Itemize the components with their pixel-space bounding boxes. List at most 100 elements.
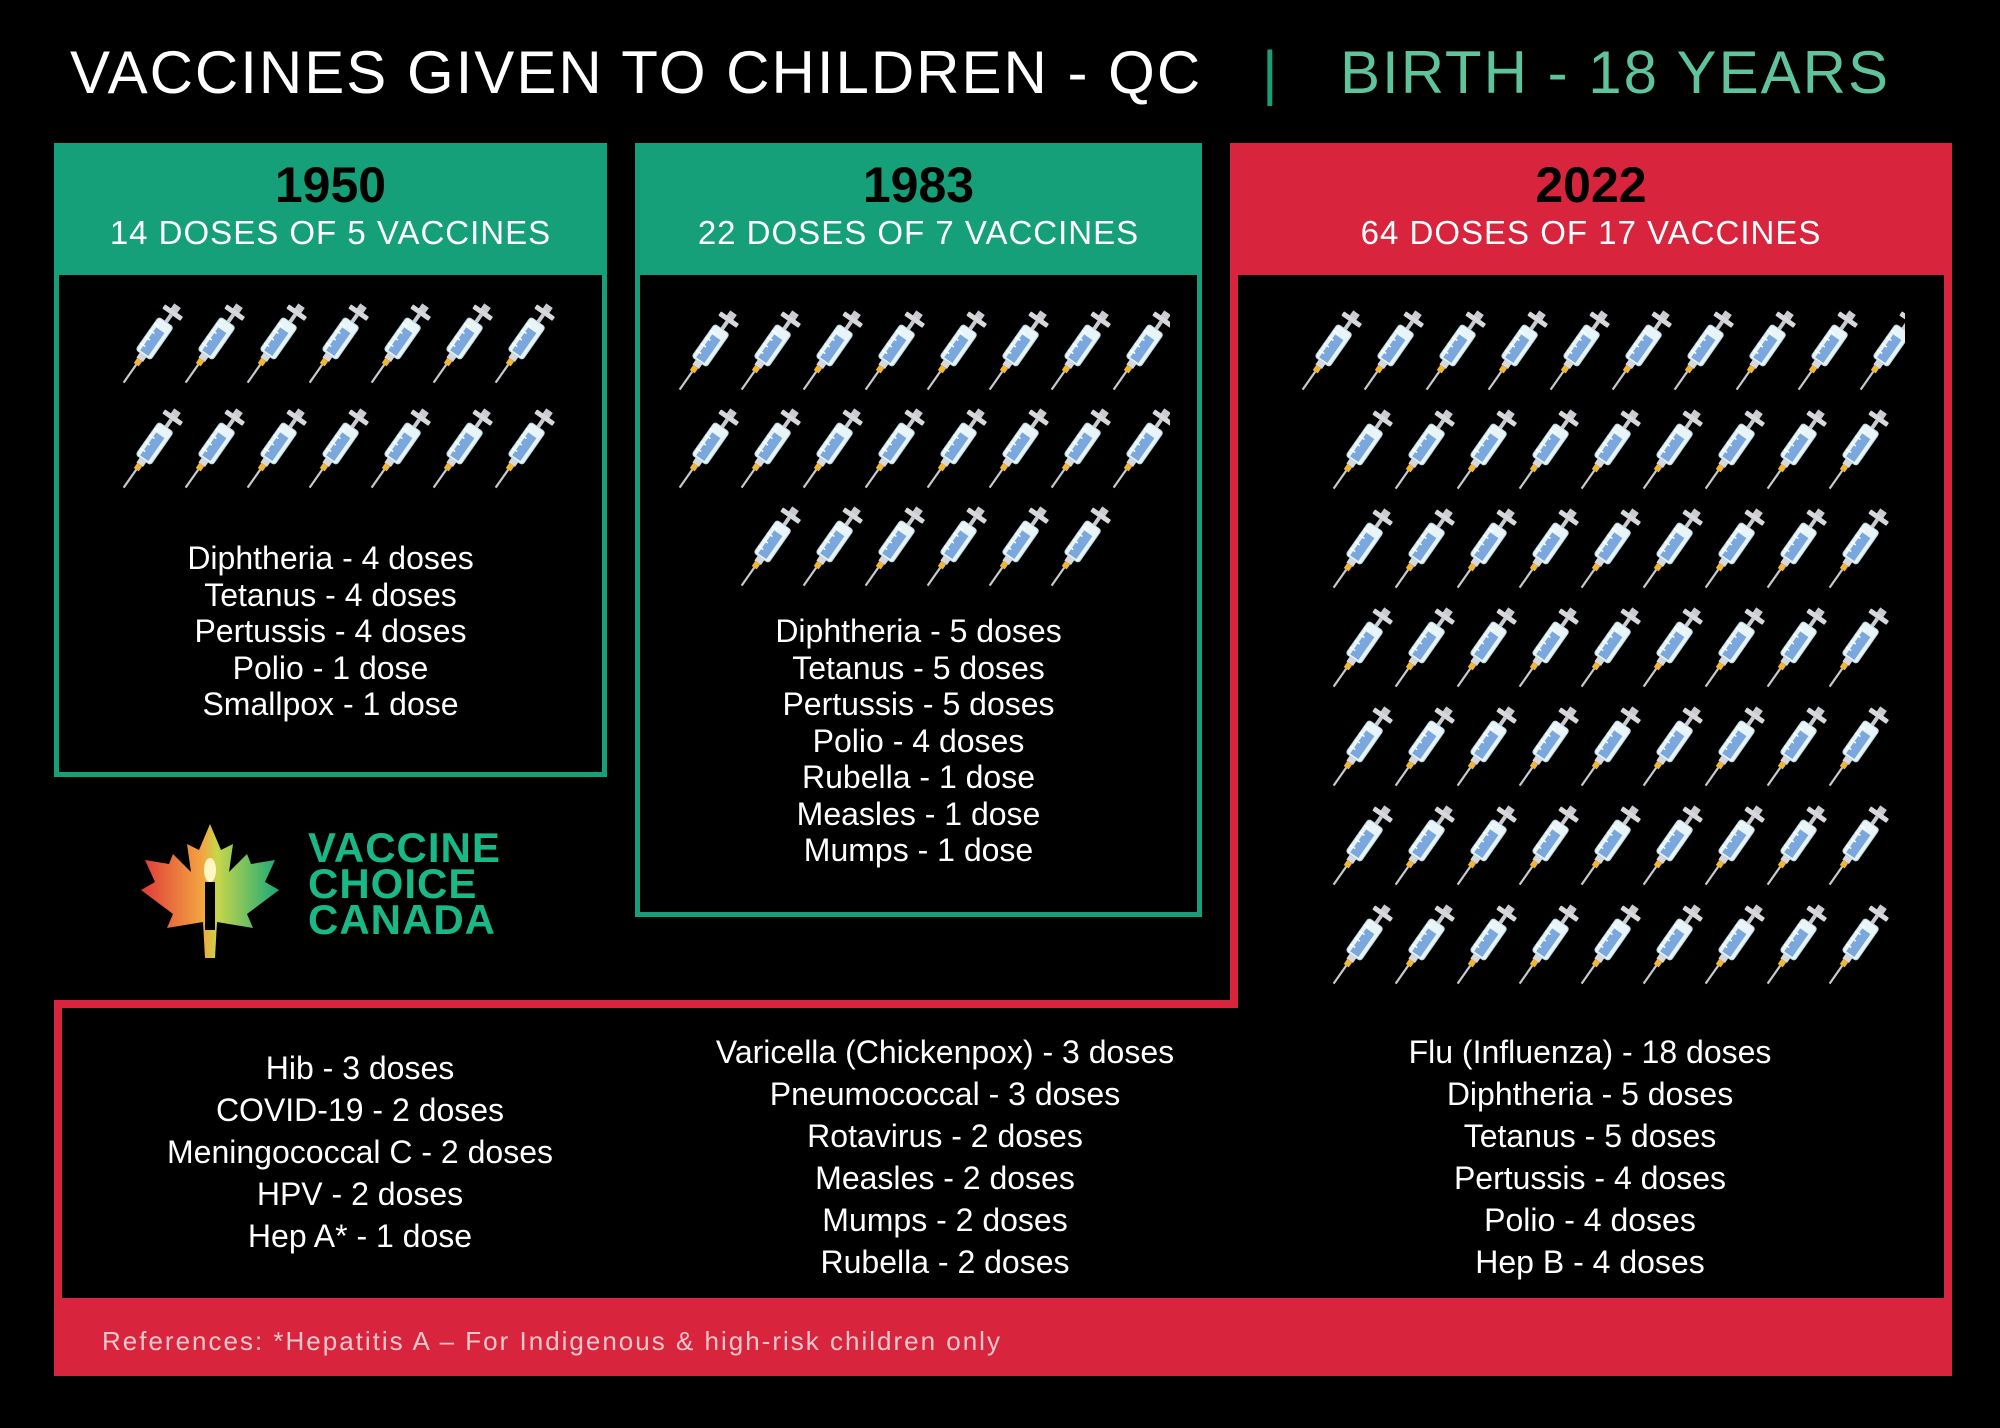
syringe-icon xyxy=(246,408,307,489)
list-item: Tetanus - 4 doses xyxy=(204,576,457,613)
syringe-icon xyxy=(432,303,493,384)
syringe-icon xyxy=(926,506,987,587)
syringe-icon xyxy=(1859,311,1905,391)
syringe-icon xyxy=(1456,805,1517,886)
syringe-icon xyxy=(1301,310,1362,391)
list-item: Rubella - 1 dose xyxy=(801,759,1036,795)
syringe-icon xyxy=(1518,409,1579,490)
syringe-icon xyxy=(1518,706,1579,787)
syringe-icon xyxy=(122,303,183,384)
logo-line: CANADA xyxy=(308,896,496,943)
panel-1983-summary: 22 DOSES OF 7 VACCINES xyxy=(697,214,1140,251)
list-item: Polio - 4 doses xyxy=(1484,1202,1696,1238)
syringe-icon xyxy=(1112,408,1170,489)
syringe-icon xyxy=(1518,805,1579,886)
list-item: Mumps - 1 dose xyxy=(803,832,1034,868)
list-item: Meningococcal C - 2 doses xyxy=(167,1134,553,1170)
syringe-icon xyxy=(678,408,739,489)
panel-2022-summary: 64 DOSES OF 17 VACCINES xyxy=(1360,214,1822,251)
panel-1950-vaccine-list: Diphtheria - 4 doses Tetanus - 4 doses P… xyxy=(54,540,607,723)
syringe-icon xyxy=(432,408,493,489)
syringe-icon xyxy=(988,408,1049,489)
footer-bar xyxy=(54,1302,1952,1376)
syringe-icon xyxy=(740,506,801,587)
list-item: Hep B - 4 doses xyxy=(1475,1244,1705,1280)
syringe-icon xyxy=(1394,904,1455,985)
syringe-icon xyxy=(1518,607,1579,688)
syringe-icon xyxy=(1332,706,1393,787)
syringe-icon xyxy=(1456,607,1517,688)
list-item: Mumps - 2 doses xyxy=(822,1202,1068,1238)
list-item: Pneumococcal - 3 doses xyxy=(769,1076,1121,1112)
list-item: Polio - 1 dose xyxy=(232,649,429,686)
syringe-icon xyxy=(1050,408,1111,489)
title-separator: | xyxy=(1262,39,1278,106)
syringe-icon xyxy=(1363,310,1424,391)
syringe-icon xyxy=(1050,310,1111,391)
panel-2022-list-col2: Varicella (Chickenpox) - 3 doses Pneumoc… xyxy=(680,1031,1210,1283)
syringe-icon xyxy=(1642,706,1703,787)
panel-2022-header: 2022 64 DOSES OF 17 VACCINES xyxy=(1230,143,1952,275)
syringe-icon xyxy=(1332,607,1393,688)
syringe-icon xyxy=(1394,607,1455,688)
syringe-icon xyxy=(1766,508,1827,589)
panel-1983-header: 1983 22 DOSES OF 7 VACCINES xyxy=(635,143,1202,275)
maple-leaf-candle-icon xyxy=(141,824,279,958)
logo-wordmark: VACCINE CHOICE CANADA xyxy=(308,827,501,943)
list-item: Tetanus - 5 doses xyxy=(1463,1118,1717,1154)
syringe-icon xyxy=(1456,904,1517,985)
panel-2022-syringes xyxy=(1301,310,1905,985)
list-item: HPV - 2 doses xyxy=(256,1176,464,1212)
syringe-icon xyxy=(864,310,925,391)
list-item: Diphtheria - 5 doses xyxy=(1446,1076,1734,1112)
list-item: Diphtheria - 5 doses xyxy=(775,613,1062,649)
syringe-icon xyxy=(1394,805,1455,886)
syringe-icon xyxy=(1050,506,1111,587)
syringe-icon xyxy=(1518,508,1579,589)
syringe-icon xyxy=(802,408,863,489)
panel-1950-syringes xyxy=(122,303,555,489)
panel-1983-syringes xyxy=(678,310,1170,587)
syringe-icon xyxy=(1704,706,1765,787)
syringe-icon xyxy=(1704,409,1765,490)
syringe-icon xyxy=(1642,607,1703,688)
syringe-icon xyxy=(308,408,369,489)
syringe-icon xyxy=(740,310,801,391)
syringe-icon xyxy=(1580,805,1641,886)
panel-1950-header: 1950 14 DOSES OF 5 VACCINES xyxy=(54,143,607,275)
syringe-icon xyxy=(122,408,183,489)
syringe-icon xyxy=(1580,508,1641,589)
list-item: Smallpox - 1 dose xyxy=(202,686,459,722)
page-title: VACCINES GIVEN TO CHILDREN - QC xyxy=(70,39,1203,106)
syringe-icon xyxy=(1456,409,1517,490)
syringe-icon xyxy=(864,506,925,587)
list-item: Pertussis - 4 doses xyxy=(194,613,467,649)
syringe-icon xyxy=(370,408,431,489)
syringe-icon xyxy=(1828,706,1889,787)
syringe-icon xyxy=(1112,310,1170,391)
syringe-icon xyxy=(1704,805,1765,886)
list-item: Flu (Influenza) - 18 doses xyxy=(1408,1034,1772,1070)
syringe-icon xyxy=(308,303,369,384)
syringe-icon xyxy=(370,303,431,384)
list-item: Measles - 2 doses xyxy=(815,1160,1075,1196)
syringe-icon xyxy=(1518,904,1579,985)
syringe-icon xyxy=(1456,508,1517,589)
list-item: Rotavirus - 2 doses xyxy=(807,1118,1083,1154)
list-item: Measles - 1 dose xyxy=(796,795,1041,832)
list-item: Varicella (Chickenpox) - 3 doses xyxy=(715,1034,1175,1070)
list-item: Tetanus - 5 doses xyxy=(792,649,1045,686)
syringe-icon xyxy=(1766,607,1827,688)
syringe-icon xyxy=(1642,904,1703,985)
syringe-icon xyxy=(1766,904,1827,985)
panel-1950-year: 1950 xyxy=(274,157,387,213)
syringe-icon xyxy=(1828,508,1889,589)
syringe-icon xyxy=(1766,706,1827,787)
syringe-icon xyxy=(494,408,555,489)
page-subtitle: BIRTH - 18 YEARS xyxy=(1340,39,1890,106)
syringe-icon xyxy=(1487,310,1548,391)
syringe-icon xyxy=(1332,904,1393,985)
syringe-icon xyxy=(802,506,863,587)
syringe-icon xyxy=(1580,904,1641,985)
list-item: COVID-19 - 2 doses xyxy=(215,1092,505,1128)
